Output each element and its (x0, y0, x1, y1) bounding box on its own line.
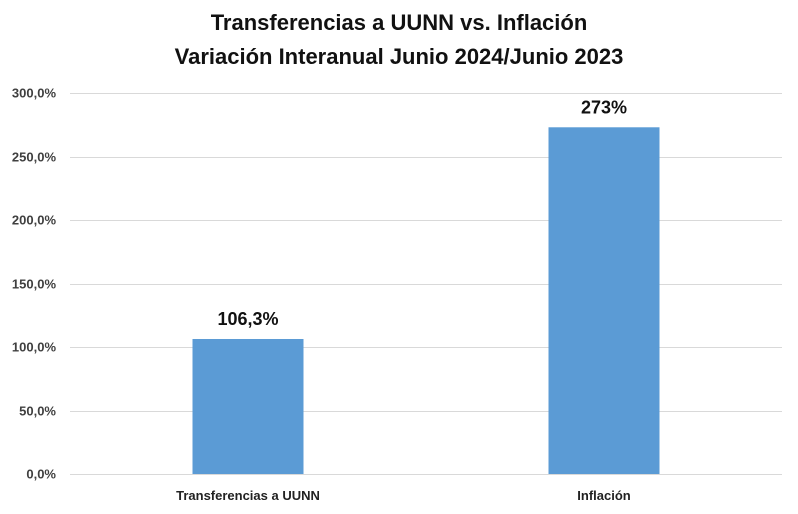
y-axis-ticks: 0,0% 50,0% 100,0% 150,0% 200,0% 250,0% 300,0% (12, 86, 57, 482)
gridlines (70, 93, 782, 475)
data-label: 273% (581, 97, 627, 117)
data-label: 106,3% (217, 309, 278, 329)
y-tick-label: 250,0% (12, 150, 57, 165)
x-category-label: Inflación (577, 488, 631, 503)
chart-subtitle: Variación Interanual Junio 2024/Junio 20… (174, 44, 624, 69)
x-axis-categories: Transferencias a UUNN Inflación (176, 488, 631, 503)
bars: 106,3% 273% (192, 97, 660, 474)
y-tick-label: 150,0% (12, 277, 57, 292)
bar (192, 338, 304, 474)
y-tick-label: 50,0% (19, 404, 56, 419)
y-tick-label: 300,0% (12, 86, 57, 101)
y-tick-label: 100,0% (12, 340, 57, 355)
chart-title: Transferencias a UUNN vs. Inflación (210, 10, 588, 35)
y-tick-label: 0,0% (26, 467, 56, 482)
x-category-label: Transferencias a UUNN (176, 488, 320, 503)
y-tick-label: 200,0% (12, 213, 57, 228)
bar (548, 127, 660, 474)
